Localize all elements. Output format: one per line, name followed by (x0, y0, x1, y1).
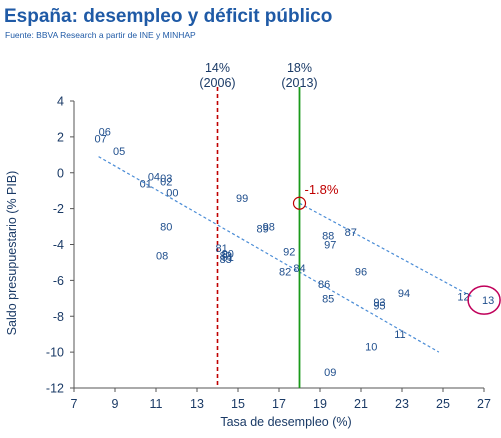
x-tick-label: 23 (395, 397, 409, 411)
x-tick-label: 13 (190, 397, 204, 411)
data-point-label: 94 (398, 288, 410, 300)
y-tick-label: -6 (53, 274, 64, 288)
data-point-label: 99 (236, 193, 248, 205)
data-point-label: 01 (140, 179, 152, 191)
reference-label-year: (2013) (281, 76, 317, 90)
data-point-label: 91 (222, 252, 234, 264)
data-point-label: 05 (113, 146, 125, 158)
data-point-label: 96 (355, 266, 367, 278)
y-tick-label: -2 (53, 202, 64, 216)
data-point-label: 97 (324, 240, 336, 252)
y-tick-label: -8 (53, 310, 64, 324)
y-axis-title: Saldo presupuestario (% PIB) (5, 171, 19, 336)
x-tick-label: 25 (436, 397, 450, 411)
trend-line (98, 156, 440, 353)
annotation-label: -1.8% (305, 182, 339, 197)
data-point-label: 81 (215, 243, 227, 255)
y-tick-label: 0 (57, 166, 64, 180)
data-point-label: 08 (156, 250, 168, 262)
data-point-label: 84 (293, 263, 305, 275)
data-point-label: 88 (322, 231, 334, 243)
x-tick-label: 15 (231, 397, 245, 411)
x-tick-label: 21 (354, 397, 368, 411)
highlight-circle (467, 285, 501, 315)
data-point-label: 06 (99, 126, 111, 138)
data-point-label: 87 (345, 227, 357, 239)
data-point-label: 83 (220, 254, 232, 266)
data-point-label: 86 (318, 279, 330, 291)
data-point-label: 12 (457, 292, 469, 304)
x-tick-label: 17 (272, 397, 286, 411)
data-point-label: 93 (373, 297, 385, 309)
reference-label: 14% (205, 61, 230, 75)
data-point-label: 07 (95, 134, 107, 146)
data-point-label: 09 (324, 367, 336, 379)
data-point-label: 90 (222, 248, 234, 260)
reference-label: 18% (287, 61, 312, 75)
x-tick-label: 27 (477, 397, 491, 411)
data-point-label: 04 (148, 171, 160, 183)
x-tick-label: 19 (313, 397, 327, 411)
data-point-label: 95 (373, 300, 385, 312)
data-point-label: 10 (365, 342, 377, 354)
x-tick-label: 11 (150, 397, 163, 411)
data-point-label: 89 (256, 223, 268, 235)
data-point-label: 82 (279, 266, 291, 278)
data-point-label: 85 (322, 293, 334, 305)
chart-source: Fuente: BBVA Research a partir de INE y … (5, 30, 196, 40)
y-tick-label: -4 (53, 238, 64, 252)
highlight-circle (292, 196, 307, 210)
y-tick-label: 2 (57, 130, 64, 144)
reference-label-year: (2006) (199, 76, 235, 90)
x-tick-label: 7 (71, 397, 78, 411)
data-point-label: 03 (160, 173, 172, 185)
x-tick-label: 9 (112, 397, 119, 411)
y-tick-label: -10 (46, 346, 64, 360)
chart-title: España: desempleo y déficit público (4, 6, 333, 27)
data-point-label: 92 (283, 247, 295, 259)
data-point-label: 00 (166, 187, 178, 199)
data-point-label: 82 (220, 250, 232, 262)
data-point-label: 98 (263, 222, 275, 234)
data-point-label: 80 (160, 222, 172, 234)
y-tick-label: 4 (57, 95, 64, 109)
data-point-label: 11 (394, 329, 405, 341)
data-point-label: 13 (482, 295, 494, 307)
y-tick-label: -12 (46, 382, 64, 396)
x-axis-title: Tasa de desempleo (%) (220, 415, 351, 429)
data-point-label: 02 (160, 177, 172, 189)
